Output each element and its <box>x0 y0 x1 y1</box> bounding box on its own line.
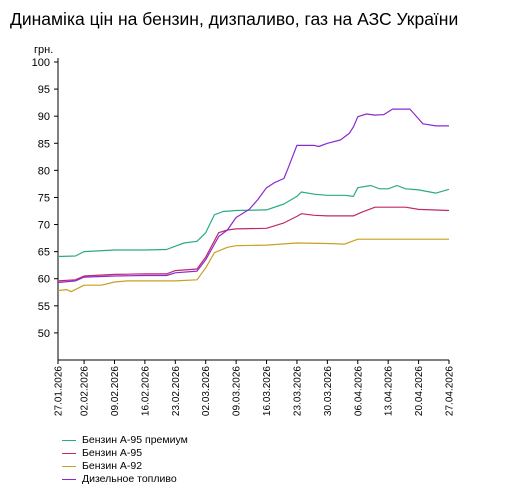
y-tick-label: 55 <box>38 301 50 313</box>
x-tick-label: 16.02.2026 <box>140 366 151 416</box>
x-tick-label: 02.02.2026 <box>80 366 91 416</box>
y-tick-label: 95 <box>38 84 50 96</box>
series-line-2 <box>57 206 450 282</box>
x-tick-label: 20.04.2026 <box>414 366 425 416</box>
chart-legend: Бензин А-95 премиум Бензин А-95 Бензин А-9… <box>62 434 188 486</box>
series-line-3 <box>57 238 449 293</box>
x-tick-label: 23.03.2026 <box>292 366 303 416</box>
legend-label: Бензин А-95 премиум <box>82 434 188 446</box>
x-tick-label: 23.02.2026 <box>171 366 182 416</box>
y-axis-unit-label: грн. <box>34 44 54 56</box>
x-tick-label: 30.03.2026 <box>323 366 334 416</box>
legend-item: Бензин А-92 <box>62 460 188 473</box>
y-tick-label: 100 <box>32 57 50 69</box>
x-tick-label: 02.03.2026 <box>201 366 212 416</box>
x-tick-label: 06.04.2026 <box>353 366 364 416</box>
legend-label: Бензин А-92 <box>82 460 143 472</box>
y-tick-label: 75 <box>38 192 50 204</box>
legend-swatch <box>62 453 76 454</box>
y-tick-label: 90 <box>38 111 50 123</box>
x-tick-label: 09.02.2026 <box>110 366 121 416</box>
x-tick-label: 13.04.2026 <box>384 366 395 416</box>
series-line-1 <box>57 184 450 258</box>
x-tick-label: 27.04.2026 <box>445 366 456 416</box>
legend-item: Дизельное топливо <box>62 473 188 486</box>
legend-item: Бензин А-95 <box>62 447 188 460</box>
legend-swatch <box>62 479 76 480</box>
y-tick-label: 60 <box>38 274 50 286</box>
chart-title: Динаміка цін на бензин, дизпаливо, газ н… <box>10 9 459 29</box>
x-tick-label: 09.03.2026 <box>232 366 243 416</box>
x-tick-label: 27.01.2026 <box>54 366 65 416</box>
y-tick-label: 70 <box>38 220 50 232</box>
y-tick-label: 85 <box>38 138 50 150</box>
legend-item: Бензин А-95 премиум <box>62 434 188 447</box>
legend-swatch <box>62 440 76 441</box>
legend-swatch <box>62 466 76 467</box>
y-tick-label: 80 <box>38 165 50 177</box>
y-tick-label: 65 <box>38 247 50 259</box>
legend-label: Бензин А-95 <box>82 447 143 459</box>
x-tick-label: 16.03.2026 <box>262 366 273 416</box>
series-line-4 <box>57 108 449 284</box>
legend-label: Дизельное топливо <box>82 473 177 485</box>
y-tick-label: 50 <box>38 328 50 340</box>
